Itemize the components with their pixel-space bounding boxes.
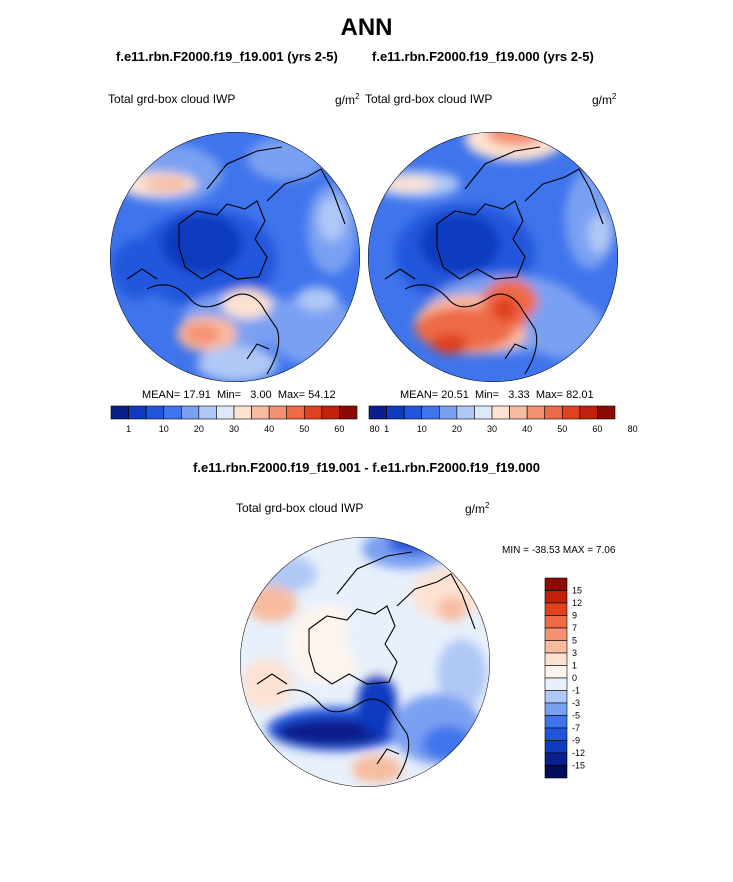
left-colorbar: 1 10 20 30 40 50 60 80 xyxy=(110,405,380,434)
diff-colorbar-tick-label: 1 xyxy=(572,661,577,671)
left-colorbar-swatch xyxy=(321,405,340,420)
right-colorbar-swatch xyxy=(474,405,493,420)
left-units-label: g/m2 xyxy=(335,92,360,107)
left-colorbar-swatch xyxy=(198,405,217,420)
left-colorbar-swatch xyxy=(268,405,288,420)
diff-colorbar-swatch xyxy=(544,752,568,766)
diff-colorbar-tick-label: 3 xyxy=(572,648,577,658)
right-variable-label: Total grd-box cloud IWP xyxy=(365,92,493,106)
left-polar-map xyxy=(110,132,360,382)
diff-colorbar-swatch xyxy=(544,615,568,629)
diff-colorbar-swatch xyxy=(544,652,568,666)
left-colorbar-swatch xyxy=(233,405,252,420)
diff-colorbar: 15 12 9 7 5 3 1 0 -1 -3 -5 -7 -9 -12 -15 xyxy=(544,577,585,779)
right-colorbar-swatch xyxy=(597,405,616,420)
right-colorbar-swatch xyxy=(579,405,598,420)
diff-colorbar-tick-label: -7 xyxy=(572,723,580,733)
left-colorbar-swatch xyxy=(216,405,235,420)
left-colorbar-tick-label: 50 xyxy=(299,424,309,434)
diff-colorbar-tick-label: 12 xyxy=(572,598,582,608)
diff-colorbar-swatch xyxy=(544,577,568,591)
left-colorbar-swatch xyxy=(128,405,147,420)
page-title: ANN xyxy=(340,14,393,41)
left-colorbar-swatch xyxy=(180,405,200,420)
right-colorbar-tick-label: 20 xyxy=(452,424,462,434)
left-colorbar-tick-label: 20 xyxy=(194,424,204,434)
right-colorbar-swatch xyxy=(386,405,405,420)
left-stats: MEAN= 17.91 Min= 3.00 Max= 54.12 xyxy=(142,389,336,401)
left-colorbar-swatch xyxy=(303,405,323,420)
left-colorbar-swatch xyxy=(286,405,305,420)
left-colorbar-tick-label: 10 xyxy=(159,424,169,434)
diff-colorbar-swatch xyxy=(544,590,568,604)
right-colorbar-swatch xyxy=(421,405,440,420)
right-colorbar-swatch xyxy=(491,405,510,420)
right-colorbar-swatch xyxy=(561,405,581,420)
diff-colorbar-tick-label: -15 xyxy=(572,761,585,771)
right-polar-map xyxy=(368,132,618,382)
right-colorbar-swatch xyxy=(509,405,528,420)
diff-colorbar-tick-label: -9 xyxy=(572,736,580,746)
left-colorbar-tick-label: 30 xyxy=(229,424,239,434)
diff-colorbar-swatch xyxy=(544,602,568,616)
left-variable-label: Total grd-box cloud IWP xyxy=(108,92,236,106)
right-stats: MEAN= 20.51 Min= 3.33 Max= 82.01 xyxy=(400,389,594,401)
left-colorbar-swatch xyxy=(163,405,182,420)
diff-colorbar-tick-label: -5 xyxy=(572,711,580,721)
right-units-label: g/m2 xyxy=(592,92,617,107)
left-colorbar-swatch xyxy=(145,405,165,420)
right-colorbar-tick-label: 10 xyxy=(417,424,427,434)
left-colorbar-tick-label: 60 xyxy=(334,424,344,434)
right-colorbar-tick-label: 60 xyxy=(592,424,602,434)
right-colorbar-swatch xyxy=(368,405,387,420)
diff-colorbar-tick-label: 7 xyxy=(572,623,577,633)
right-colorbar-tick-label: 40 xyxy=(522,424,532,434)
diff-colorbar-tick-label: -3 xyxy=(572,698,580,708)
right-colorbar-swatch xyxy=(526,405,546,420)
left-colorbar-swatch xyxy=(251,405,270,420)
diff-colorbar-swatch xyxy=(544,702,568,716)
diff-colorbar-swatch xyxy=(544,765,568,779)
right-colorbar-swatch xyxy=(403,405,423,420)
diff-colorbar-tick-label: 9 xyxy=(572,611,577,621)
left-case-title: f.e11.rbn.F2000.f19_f19.001 (yrs 2-5) xyxy=(116,49,338,64)
diff-polar-map xyxy=(240,537,490,787)
diff-colorbar-swatch xyxy=(544,715,568,729)
diff-colorbar-swatch xyxy=(544,690,568,704)
diff-colorbar-swatch xyxy=(544,665,568,679)
right-colorbar-tick-label: 30 xyxy=(487,424,497,434)
right-colorbar-tick-label: 80 xyxy=(628,424,638,434)
diff-colorbar-tick-label: 0 xyxy=(572,673,577,683)
diff-colorbar-swatch xyxy=(544,677,568,691)
left-colorbar-swatch xyxy=(110,405,129,420)
left-colorbar-tick-label: 1 xyxy=(126,424,131,434)
diff-units-label: g/m2 xyxy=(465,501,490,516)
left-colorbar-swatch xyxy=(339,405,358,420)
diff-colorbar-tick-label: -12 xyxy=(572,748,585,758)
right-colorbar-swatch xyxy=(456,405,475,420)
left-colorbar-tick-label: 40 xyxy=(264,424,274,434)
diff-colorbar-tick-label: 5 xyxy=(572,636,577,646)
diff-colorbar-tick-label: 15 xyxy=(572,586,582,596)
diff-colorbar-swatch xyxy=(544,727,568,741)
diff-colorbar-tick-label: -1 xyxy=(572,686,580,696)
right-colorbar-swatch xyxy=(438,405,458,420)
diff-colorbar-swatch xyxy=(544,640,568,654)
right-colorbar: 1 10 20 30 40 50 60 80 xyxy=(368,405,638,434)
diff-colorbar-swatch xyxy=(544,627,568,641)
diff-title: f.e11.rbn.F2000.f19_f19.001 - f.e11.rbn.… xyxy=(193,460,540,475)
diff-colorbar-swatch xyxy=(544,740,568,754)
right-colorbar-tick-label: 1 xyxy=(384,424,389,434)
right-colorbar-swatch xyxy=(544,405,563,420)
right-colorbar-tick-label: 50 xyxy=(557,424,567,434)
diff-minmax: MIN = -38.53 MAX = 7.06 xyxy=(502,545,616,556)
right-case-title: f.e11.rbn.F2000.f19_f19.000 (yrs 2-5) xyxy=(372,49,594,64)
diff-variable-label: Total grd-box cloud IWP xyxy=(236,501,364,515)
left-colorbar-tick-label: 80 xyxy=(370,424,380,434)
